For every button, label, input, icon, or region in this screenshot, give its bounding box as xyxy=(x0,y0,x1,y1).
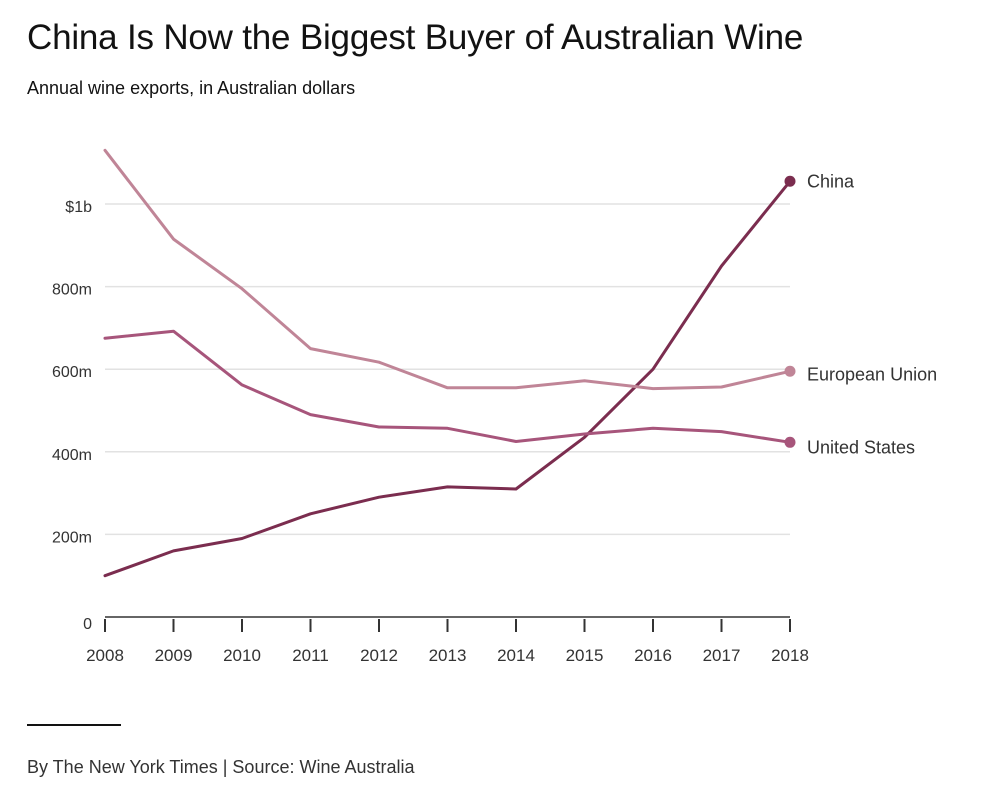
x-tick-label: 2013 xyxy=(429,646,467,665)
y-tick-label: $1b xyxy=(65,199,92,216)
x-tick-label: 2011 xyxy=(292,646,329,665)
x-tick-label: 2016 xyxy=(634,646,672,665)
series-line-united-states xyxy=(103,329,792,444)
x-tick-label: 2014 xyxy=(497,646,535,665)
series-endpoint-united-states xyxy=(784,436,796,448)
y-tick-label: 200m xyxy=(52,529,92,546)
chart-subtitle: Annual wine exports, in Australian dolla… xyxy=(27,78,356,98)
chart-title: China Is Now the Biggest Buyer of Austra… xyxy=(27,18,804,57)
x-tick-label: 2008 xyxy=(86,646,124,665)
x-tick-label: 2009 xyxy=(155,646,193,665)
x-tick-label: 2012 xyxy=(360,646,398,665)
source-credit: By The New York Times | Source: Wine Aus… xyxy=(27,757,415,777)
series-label-united-states: United States xyxy=(807,437,915,457)
x-tick-label: 2015 xyxy=(566,646,604,665)
y-tick-label: 600m xyxy=(52,364,92,381)
series-line-china xyxy=(103,179,792,578)
y-tick-label: 800m xyxy=(52,282,92,299)
line-chart: 0 200m 400m 600m 800m $1b 2008 2009 2010 2011 201… xyxy=(52,148,937,665)
y-tick-label: 0 xyxy=(83,616,92,633)
y-axis: 0 200m 400m 600m 800m $1b xyxy=(52,199,92,633)
x-tick-label: 2018 xyxy=(771,646,809,665)
x-tick-label: 2017 xyxy=(703,646,741,665)
series-line-european-union xyxy=(103,148,792,391)
series-label-european-union: European Union xyxy=(807,364,937,384)
series-endpoint-china xyxy=(784,175,796,187)
x-axis: 2008 2009 2010 2011 2012 2013 2014 2015 2016 2017… xyxy=(86,616,809,665)
series-lines xyxy=(103,148,796,578)
y-tick-label: 400m xyxy=(52,447,92,464)
series-labels: China European Union United States xyxy=(807,171,937,457)
x-tick-label: 2010 xyxy=(223,646,261,665)
gridlines xyxy=(105,203,790,536)
series-label-china: China xyxy=(807,171,855,191)
footer-rule xyxy=(27,724,121,726)
series-endpoint-european-union xyxy=(784,365,796,377)
